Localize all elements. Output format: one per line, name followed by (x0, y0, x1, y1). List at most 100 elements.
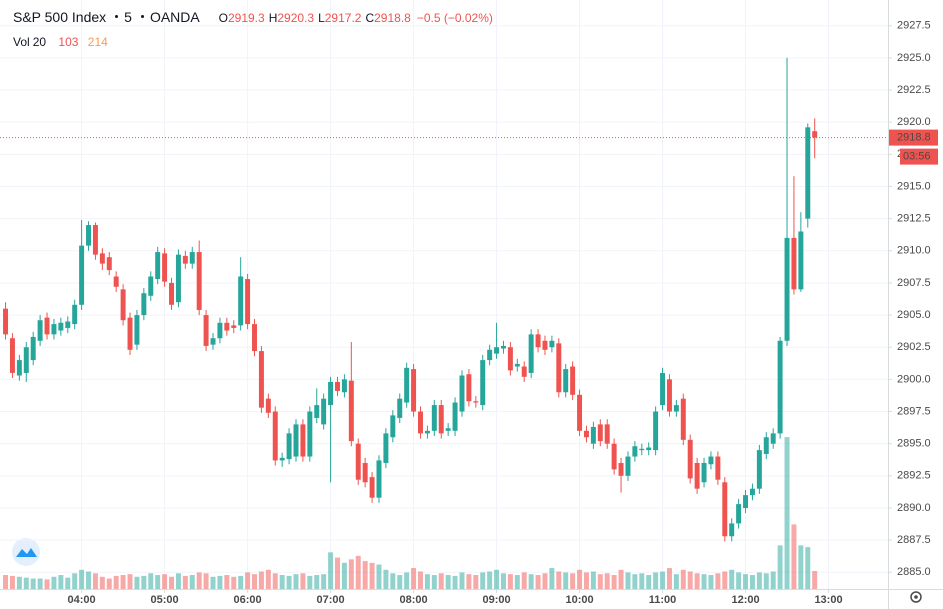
candle-body (583, 430, 589, 438)
candle-body (113, 276, 119, 287)
candle-body (328, 381, 334, 406)
volume-bar (321, 574, 327, 589)
volume-bar (134, 576, 140, 589)
candle-body (722, 482, 728, 537)
volume-bar (231, 576, 237, 589)
candle-body (715, 456, 721, 480)
volume-bar (113, 575, 119, 589)
candle-body (480, 360, 486, 406)
candle-body (9, 338, 15, 373)
candle-body (763, 437, 769, 454)
candle-body (777, 340, 783, 434)
ohlc-label: C (365, 11, 375, 25)
candle-body (72, 304, 78, 325)
candle-body (169, 282, 175, 305)
x-tick-label: 09:00 (482, 594, 510, 606)
volume-label: Vol (13, 35, 30, 49)
volume-bar (16, 576, 22, 589)
volume-bar (127, 574, 133, 589)
symbol-legend: S&P 500 Index 5 OANDA O2919.3 H2920.3 L2917.… (13, 9, 499, 25)
symbol: S&P 500 Index (13, 9, 107, 25)
candle-body (3, 308, 9, 335)
ohlc-label: H (268, 11, 278, 25)
countdown-label: 03:56 (903, 151, 931, 163)
volume-bar (404, 572, 410, 589)
x-tick-label: 12:00 (731, 594, 759, 606)
x-tick-label: 10:00 (565, 594, 593, 606)
candle-body (127, 317, 133, 350)
candle-body (611, 443, 617, 470)
exchange: OANDA (149, 9, 200, 25)
volume-bar (597, 574, 603, 589)
volume-bar (431, 575, 437, 589)
candle-body (23, 347, 29, 373)
volume-bar (23, 577, 29, 589)
candle-body (65, 321, 71, 328)
volume-bar (660, 571, 666, 589)
volume-bar (362, 561, 368, 589)
volume-bar (666, 568, 672, 589)
volume-bar (715, 573, 721, 589)
x-tick-label: 11:00 (649, 594, 677, 606)
candle-body (445, 428, 451, 431)
volume-bar (590, 571, 596, 589)
y-tick-label: 2895.0 (897, 438, 931, 450)
candle-body (535, 334, 541, 348)
candle-body (217, 322, 223, 339)
volume-bar (245, 572, 251, 589)
candle-body (494, 347, 500, 354)
candle-body (653, 411, 659, 451)
volume-bar (9, 575, 15, 589)
volume-bar (473, 575, 479, 589)
volume-bar (314, 575, 320, 589)
volume-bar (729, 569, 735, 589)
y-tick-label: 2907.5 (897, 277, 931, 289)
volume-bar (279, 575, 285, 589)
volume-bar (687, 571, 693, 589)
logo (12, 538, 40, 566)
ohlc-value: 2918.8 (374, 11, 411, 25)
volume-bar (189, 575, 195, 589)
candle-body (58, 322, 64, 331)
candle-body (348, 380, 354, 442)
volume-bar (763, 573, 769, 589)
candle-body (805, 127, 811, 219)
candle-body (687, 439, 693, 479)
volume-bar (542, 573, 548, 589)
settings-button[interactable] (910, 591, 922, 603)
volume-bar (507, 574, 513, 589)
volume-bar (570, 573, 576, 589)
candle-body (141, 293, 147, 316)
candle-body (743, 495, 749, 508)
candle-body (203, 315, 209, 346)
candle-body (556, 343, 562, 393)
y-tick-label: 2900.0 (897, 373, 931, 385)
countdown-tag (900, 148, 938, 165)
candle-body (487, 349, 493, 361)
candle-body (272, 411, 278, 461)
volume-bar (680, 569, 686, 589)
candle-body (51, 324, 57, 335)
volume-bar (155, 575, 161, 589)
volume-bar (639, 573, 645, 589)
candle-body (452, 402, 458, 431)
volume-bar (252, 574, 257, 589)
volume-bar (784, 437, 790, 589)
last-price-tag (889, 129, 938, 146)
volume-bar (798, 545, 804, 589)
change: −0.5 (−0.02%) (416, 11, 493, 25)
candle-body (708, 456, 714, 465)
volume-bar (653, 572, 659, 589)
candle-body (155, 252, 161, 280)
last-price-label: 2918.8 (897, 132, 931, 144)
volume-bar (749, 575, 755, 589)
candle-body (210, 338, 216, 345)
volume-bar (300, 573, 306, 589)
y-tick-label: 2912.5 (897, 213, 931, 225)
candle-body (362, 462, 368, 483)
volume-bar (500, 573, 506, 589)
volume-bar (417, 571, 423, 589)
y-tick-label: 2905.0 (897, 309, 931, 321)
